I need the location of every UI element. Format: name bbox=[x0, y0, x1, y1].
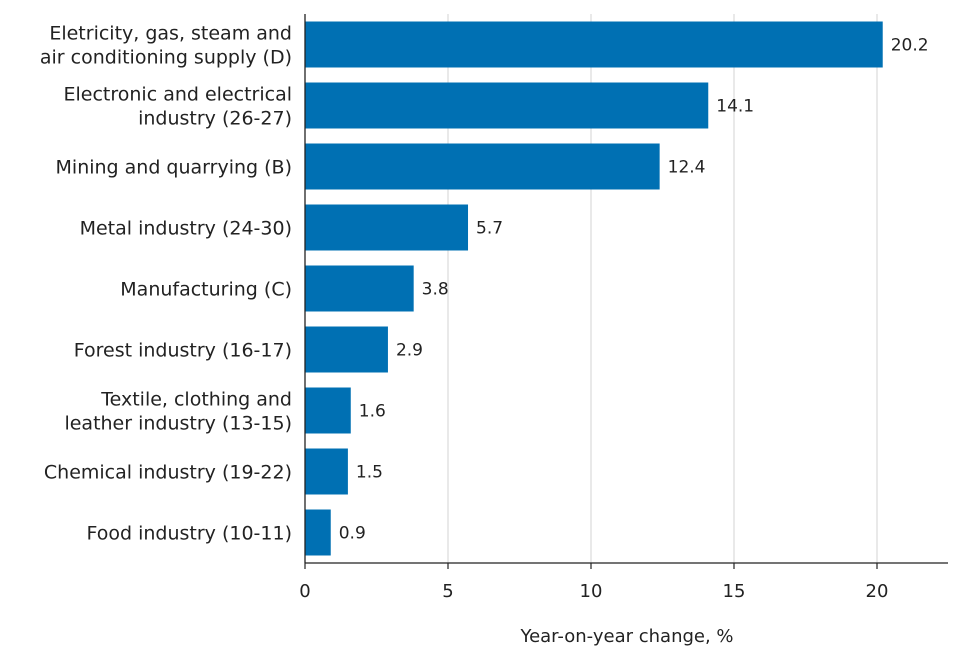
axes bbox=[304, 14, 948, 569]
value-label-8: 0.9 bbox=[339, 524, 366, 544]
bars bbox=[305, 21, 883, 556]
x-tick-labels: 0 5 10 15 20 bbox=[299, 581, 888, 602]
value-label-6: 1.6 bbox=[359, 402, 386, 422]
category-label-2: Mining and quarrying (B) bbox=[56, 157, 292, 179]
x-tick-label-15: 15 bbox=[723, 581, 746, 602]
category-label-1: Electronic and electrical industry (26-27… bbox=[64, 84, 293, 130]
category-label-5: Forest industry (16-17) bbox=[74, 340, 292, 362]
category-labels: Eletricity, gas, steam and air conditioni… bbox=[40, 23, 292, 545]
value-label-3: 5.7 bbox=[476, 219, 503, 239]
bar-5 bbox=[305, 326, 388, 373]
x-axis-title: Year-on-year change, % bbox=[519, 626, 733, 647]
x-tick-label-5: 5 bbox=[442, 581, 453, 602]
category-label-4: Manufacturing (C) bbox=[120, 279, 292, 301]
category-label-8: Food industry (10-11) bbox=[86, 523, 292, 545]
category-label-6: Textile, clothing and leather industry (1… bbox=[64, 389, 292, 435]
value-label-1: 14.1 bbox=[716, 97, 754, 117]
bar-0 bbox=[305, 21, 883, 68]
value-label-0: 20.2 bbox=[891, 36, 929, 56]
bar-3 bbox=[305, 204, 469, 251]
value-label-5: 2.9 bbox=[396, 341, 423, 361]
value-label-2: 12.4 bbox=[668, 158, 706, 178]
category-label-7: Chemical industry (19-22) bbox=[44, 462, 292, 484]
value-label-7: 1.5 bbox=[356, 463, 383, 483]
bar-6 bbox=[305, 387, 351, 434]
category-label-3: Metal industry (24-30) bbox=[80, 218, 292, 240]
value-labels: 20.2 14.1 12.4 5.7 3.8 2.9 1.6 1.5 0.9 bbox=[339, 36, 929, 544]
bar-7 bbox=[305, 448, 348, 495]
category-label-0: Eletricity, gas, steam and air conditioni… bbox=[40, 23, 292, 69]
bar-4 bbox=[305, 265, 414, 312]
x-tick-label-10: 10 bbox=[580, 581, 603, 602]
value-label-4: 3.8 bbox=[422, 280, 449, 300]
bar-2 bbox=[305, 143, 660, 190]
x-tick-label-20: 20 bbox=[866, 581, 889, 602]
bar-8 bbox=[305, 509, 331, 556]
x-tick-label-0: 0 bbox=[299, 581, 310, 602]
bar-1 bbox=[305, 82, 709, 129]
